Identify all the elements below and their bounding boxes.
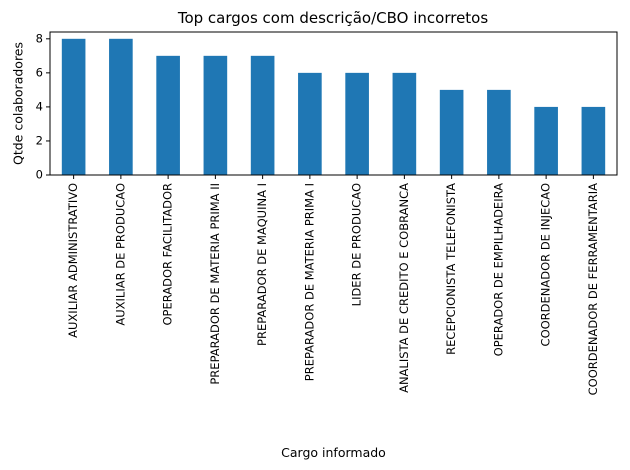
- y-tick-label: 4: [36, 99, 43, 113]
- x-tick-label: AUXILIAR ADMINISTRATIVO: [66, 183, 80, 338]
- y-tick-label: 6: [36, 65, 43, 79]
- plot-frame: [49, 31, 618, 176]
- bar-8: [392, 72, 417, 175]
- y-axis-ticks: 0 2 4 6 8: [36, 31, 50, 182]
- bar-6: [298, 72, 322, 175]
- bars-group: [61, 38, 606, 176]
- bar-9: [439, 89, 464, 175]
- x-tick-label: OPERADOR DE EMPILHADEIRA: [491, 183, 505, 356]
- x-tick-label: LIDER DE PRODUCAO: [350, 183, 364, 306]
- x-tick-label: PREPARADOR DE MATERIA PRIMA II: [208, 183, 222, 385]
- y-tick-label: 8: [36, 31, 43, 45]
- y-axis-title: Qtde colaboradores: [11, 42, 26, 165]
- x-tick-label: ANALISTA DE CREDITO E COBRANCA: [397, 183, 411, 393]
- bar-1: [61, 38, 86, 175]
- bar-12: [581, 106, 606, 175]
- bar-3: [156, 55, 180, 176]
- x-axis-ticks: AUXILIAR ADMINISTRATIVO AUXILIAR DE PRODU…: [66, 175, 600, 395]
- x-tick-label: OPERADOR FACILITADOR: [161, 183, 175, 326]
- x-tick-label: COORDENADOR DE INJECAO: [539, 183, 553, 346]
- bar-5: [250, 55, 275, 176]
- x-tick-label: PREPARADOR DE MAQUINA I: [255, 183, 269, 346]
- x-tick-label: RECEPCIONISTA TELEFONISTA: [444, 183, 458, 355]
- bar-4: [203, 55, 228, 176]
- x-tick-label: COORDENADOR DE FERRAMENTARIA: [586, 183, 600, 395]
- y-tick-label: 2: [36, 133, 43, 147]
- y-tick-label: 0: [36, 168, 43, 182]
- x-tick-label: AUXILIAR DE PRODUCAO: [113, 183, 127, 326]
- bar-7: [345, 72, 369, 175]
- bar-11: [534, 106, 558, 175]
- x-tick-label: PREPARADOR DE MATERIA PRIMA I: [302, 183, 316, 381]
- bar-2: [109, 38, 133, 175]
- chart-title: Top cargos com descrição/CBO incorretos: [177, 9, 489, 27]
- x-axis-title: Cargo informado: [281, 445, 386, 460]
- bar-10: [487, 89, 511, 175]
